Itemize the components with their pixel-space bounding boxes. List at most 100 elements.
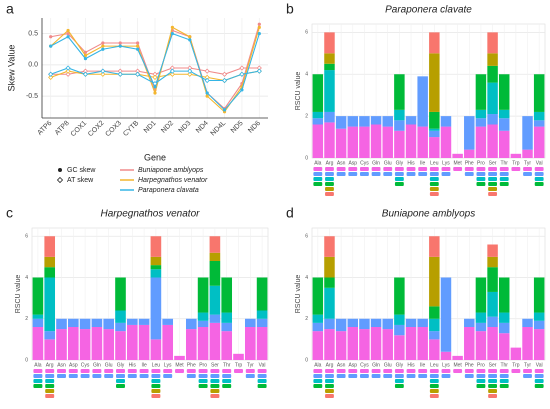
panel-label: d <box>286 205 294 221</box>
x-tick-label: Glu <box>384 362 392 368</box>
gc-point <box>118 41 122 45</box>
bar-segment <box>44 236 56 257</box>
codon-box <box>429 182 439 186</box>
codon-box <box>257 374 267 378</box>
bar-segment <box>44 256 56 268</box>
codon-box <box>534 374 544 378</box>
codon-box <box>499 369 509 373</box>
codon-box <box>511 369 521 373</box>
codon-box <box>394 167 404 171</box>
codon-box <box>80 369 90 373</box>
bar-segment <box>324 111 335 123</box>
gc-point <box>222 108 227 112</box>
codon-box <box>441 374 451 378</box>
codon-box <box>359 374 369 378</box>
codon-box <box>325 394 334 398</box>
bar-segment <box>312 322 324 332</box>
bar-segment <box>324 329 335 360</box>
codon-box <box>198 369 208 373</box>
gc-point <box>136 41 140 45</box>
bar-segment <box>429 137 440 158</box>
codon-box <box>151 389 161 393</box>
plot-panel <box>311 23 546 159</box>
bar-segment <box>197 320 209 327</box>
bar-segment <box>44 339 56 360</box>
codon-box <box>464 369 474 373</box>
legend-marker <box>58 168 62 172</box>
codon-box <box>534 177 544 181</box>
codon-box <box>359 172 369 176</box>
x-tick-label: ND3 <box>178 120 193 135</box>
bar-segment <box>197 327 209 360</box>
codon-box <box>210 379 220 383</box>
x-tick-label: Ala <box>34 362 41 368</box>
codon-box <box>534 182 544 186</box>
codon-box <box>429 394 439 398</box>
codon-box <box>394 177 404 181</box>
codon-box <box>394 182 404 186</box>
bar-segment <box>475 74 487 110</box>
bar-segment <box>533 277 545 313</box>
gc-point <box>188 35 192 39</box>
x-tick-label: Gln <box>93 362 101 368</box>
bar-segment <box>150 236 162 257</box>
bar-segment <box>44 331 56 340</box>
codon-box <box>523 369 532 373</box>
codon-box <box>325 172 334 176</box>
bar-segment <box>115 322 126 332</box>
codon-box <box>163 369 173 373</box>
x-tick-label: Lys <box>442 362 450 368</box>
codon-box <box>68 369 78 373</box>
codon-box <box>234 369 243 373</box>
codon-box <box>476 379 486 383</box>
bar-segment <box>498 118 510 131</box>
gc-point <box>136 47 140 51</box>
y-tick-label: 2 <box>305 113 308 119</box>
codon-box <box>313 182 323 186</box>
codon-box <box>406 167 416 171</box>
x-tick-label: CYTB <box>122 120 140 138</box>
codon-box <box>45 389 55 393</box>
codon-box <box>222 379 232 383</box>
codon-box <box>336 172 346 176</box>
bar-segment <box>359 318 370 330</box>
bar-segment <box>324 32 335 54</box>
x-tick-label: Trp <box>235 362 243 368</box>
plot-panel <box>311 227 546 361</box>
codon-box <box>453 167 463 171</box>
bar-segment <box>417 126 428 158</box>
at-point <box>100 68 106 74</box>
codon-box <box>336 374 346 378</box>
x-tick-label: His <box>129 362 137 368</box>
codon-box <box>499 172 509 176</box>
gc-point <box>66 32 70 36</box>
chart-title: Harpegnathos venator <box>101 209 201 220</box>
x-tick-label: Ser <box>489 160 497 166</box>
x-tick-label: Leu <box>152 362 161 368</box>
codon-box <box>80 374 90 378</box>
codon-box <box>257 379 267 383</box>
at-point <box>65 71 71 77</box>
bar-segment <box>312 111 324 119</box>
gc-point <box>101 47 105 51</box>
codon-box <box>429 167 439 171</box>
at-point <box>48 71 54 77</box>
y-tick-label: 2 <box>305 316 308 322</box>
codon-box <box>198 379 208 383</box>
x-tick-label: Pro <box>477 362 485 368</box>
x-tick-label: Asn <box>57 362 66 368</box>
bar-segment <box>394 314 405 325</box>
codon-box <box>359 167 369 171</box>
bar-segment <box>359 126 370 158</box>
codon-box <box>476 369 486 373</box>
x-tick-label: COX1 <box>70 120 89 139</box>
codon-box <box>222 374 232 378</box>
bar-segment <box>510 347 522 360</box>
codon-box <box>476 172 486 176</box>
bar-segment <box>324 122 335 158</box>
at-point <box>204 77 210 84</box>
x-tick-label: Cys <box>360 362 369 368</box>
codon-box <box>394 172 404 176</box>
bar-segment <box>498 130 510 158</box>
